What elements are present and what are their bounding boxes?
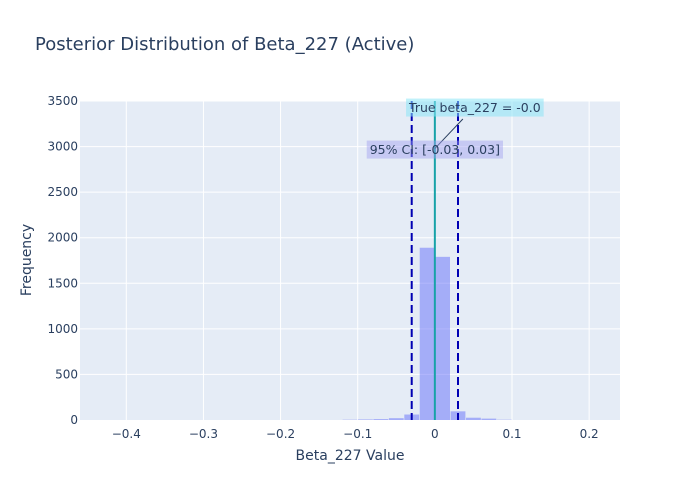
- true-value-label: True beta_227 = -0.0: [406, 98, 544, 117]
- y-axis-title: Frequency: [19, 224, 35, 296]
- true-value-label-box: [406, 98, 544, 117]
- plot-area: [80, 101, 620, 420]
- gridlines: [80, 100, 620, 420]
- histogram-bar: [481, 418, 497, 420]
- y-tick-label: 2000: [47, 231, 78, 245]
- true-value-label-text: True beta_227 = -0.0: [408, 100, 541, 115]
- histogram-bar: [435, 256, 450, 420]
- ci-label-text: 95% CI: [-0.03, 0.03]: [370, 142, 500, 157]
- y-tick-label: 3500: [47, 94, 78, 108]
- x-tick-label: 0: [431, 427, 439, 441]
- x-tick-label: 0.2: [580, 427, 599, 441]
- x-tick-label: −0.2: [266, 427, 295, 441]
- x-tick-label: −0.3: [189, 427, 218, 441]
- chart-title: Posterior Distribution of Beta_227 (Acti…: [35, 34, 414, 55]
- histogram-bar: [466, 417, 481, 420]
- x-tick-label: 0.1: [502, 427, 521, 441]
- ci-label-box: [366, 140, 503, 159]
- true-label-arrow: [434, 118, 464, 149]
- y-axis-ticks: 0 500 1000 1500 2000 2500 3000 3500: [47, 94, 78, 427]
- x-tick-label: −0.1: [343, 427, 372, 441]
- reference-lines: [410, 101, 459, 420]
- histogram-bar: [358, 419, 373, 420]
- histogram-bars: [342, 247, 512, 420]
- histogram-bar: [373, 419, 389, 420]
- ci-label: 95% CI: [-0.03, 0.03]: [366, 140, 503, 159]
- annotations: True beta_227 = -0.0 95% CI: [-0.03, 0.03…: [366, 98, 544, 159]
- x-axis-ticks: −0.4 −0.3 −0.2 −0.1 0 0.1 0.2: [112, 427, 599, 441]
- y-tick-label: 2500: [47, 185, 78, 199]
- y-tick-label: 1000: [47, 322, 78, 336]
- histogram-bar: [388, 418, 404, 420]
- y-tick-label: 1500: [47, 276, 78, 290]
- y-tick-label: 500: [55, 367, 78, 381]
- y-tick-label: 0: [70, 413, 78, 427]
- histogram-bar: [419, 247, 435, 420]
- x-axis-title: Beta_227 Value: [296, 448, 405, 464]
- y-tick-label: 3000: [47, 140, 78, 154]
- x-tick-label: −0.4: [112, 427, 141, 441]
